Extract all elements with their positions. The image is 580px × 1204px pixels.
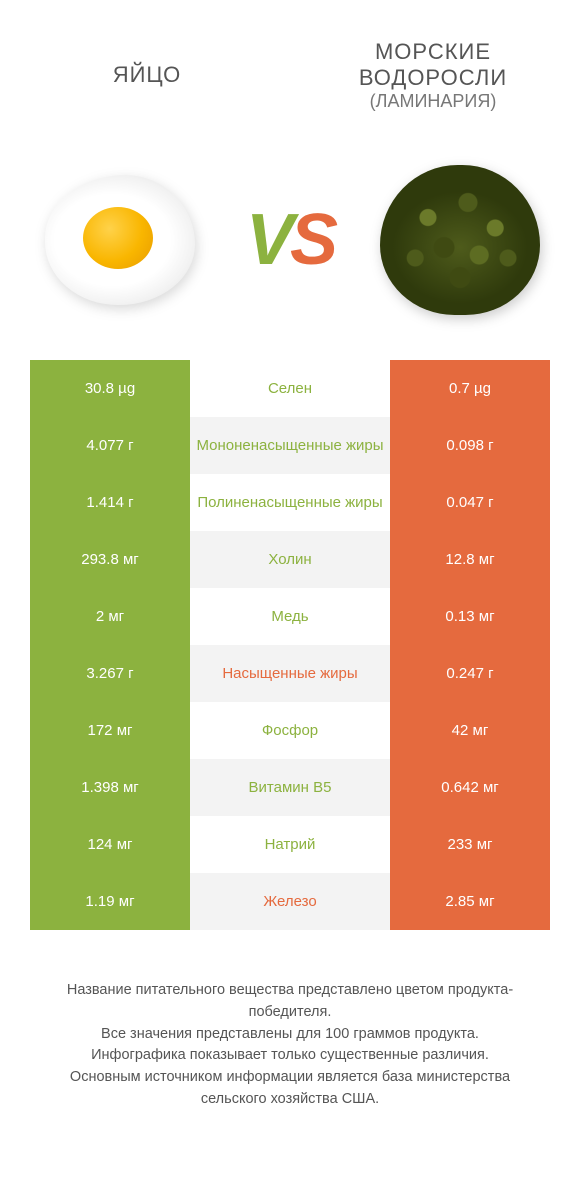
nutrient-label: Насыщенные жиры: [190, 645, 390, 702]
right-value: 0.047 г: [390, 474, 550, 531]
nutrient-label: Медь: [190, 588, 390, 645]
seaweed-icon: [380, 165, 540, 315]
footer-line-3: Инфографика показывает только существенн…: [40, 1045, 540, 1067]
right-value: 0.642 мг: [390, 759, 550, 816]
right-value: 2.85 мг: [390, 873, 550, 930]
right-product-subtitle: (ЛАМИНАРИЯ): [316, 91, 550, 112]
right-product-title: МОРСКИЕ ВОДОРОСЛИ: [316, 39, 550, 91]
nutrient-label: Полиненасыщенные жиры: [190, 474, 390, 531]
right-value: 233 мг: [390, 816, 550, 873]
header-row: ЯЙЦО МОРСКИЕ ВОДОРОСЛИ (ЛАМИНАРИЯ): [30, 20, 550, 130]
images-row: VS: [30, 140, 550, 340]
right-value: 0.13 мг: [390, 588, 550, 645]
left-value: 3.267 г: [30, 645, 190, 702]
table-row: 124 мгНатрий233 мг: [30, 816, 550, 873]
table-row: 293.8 мгХолин12.8 мг: [30, 531, 550, 588]
table-row: 172 мгФосфор42 мг: [30, 702, 550, 759]
left-value: 1.19 мг: [30, 873, 190, 930]
left-value: 124 мг: [30, 816, 190, 873]
left-value: 4.077 г: [30, 417, 190, 474]
left-value: 293.8 мг: [30, 531, 190, 588]
footer-line-2: Все значения представлены для 100 граммо…: [40, 1024, 540, 1046]
nutrient-label: Селен: [190, 360, 390, 417]
infographic-container: ЯЙЦО МОРСКИЕ ВОДОРОСЛИ (ЛАМИНАРИЯ) VS 30…: [0, 0, 580, 1131]
table-row: 1.398 мгВитамин B50.642 мг: [30, 759, 550, 816]
nutrient-label: Натрий: [190, 816, 390, 873]
left-value: 30.8 µg: [30, 360, 190, 417]
table-row: 2 мгМедь0.13 мг: [30, 588, 550, 645]
right-product-image: [370, 150, 550, 330]
right-value: 0.7 µg: [390, 360, 550, 417]
table-row: 1.414 гПолиненасыщенные жиры0.047 г: [30, 474, 550, 531]
table-row: 30.8 µgСелен0.7 µg: [30, 360, 550, 417]
left-value: 172 мг: [30, 702, 190, 759]
right-value: 12.8 мг: [390, 531, 550, 588]
vs-v: V: [246, 200, 290, 280]
vs-label: VS: [246, 199, 334, 281]
vs-s: S: [290, 200, 334, 280]
right-value: 0.247 г: [390, 645, 550, 702]
header-right: МОРСКИЕ ВОДОРОСЛИ (ЛАМИНАРИЯ): [316, 39, 550, 112]
footer-line-1: Название питательного вещества представл…: [40, 980, 540, 1024]
header-left: ЯЙЦО: [30, 62, 264, 88]
left-value: 1.398 мг: [30, 759, 190, 816]
nutrient-label: Фосфор: [190, 702, 390, 759]
left-value: 1.414 г: [30, 474, 190, 531]
comparison-table: 30.8 µgСелен0.7 µg4.077 гМононенасыщенны…: [30, 360, 550, 930]
left-product-title: ЯЙЦО: [30, 62, 264, 88]
footer-notes: Название питательного вещества представл…: [30, 980, 550, 1111]
table-row: 4.077 гМононенасыщенные жиры0.098 г: [30, 417, 550, 474]
table-row: 1.19 мгЖелезо2.85 мг: [30, 873, 550, 930]
right-value: 0.098 г: [390, 417, 550, 474]
left-value: 2 мг: [30, 588, 190, 645]
left-product-image: [30, 150, 210, 330]
table-row: 3.267 гНасыщенные жиры0.247 г: [30, 645, 550, 702]
footer-line-4: Основным источником информации является …: [40, 1067, 540, 1111]
nutrient-label: Холин: [190, 531, 390, 588]
egg-icon: [45, 165, 195, 315]
right-value: 42 мг: [390, 702, 550, 759]
nutrient-label: Мононенасыщенные жиры: [190, 417, 390, 474]
nutrient-label: Железо: [190, 873, 390, 930]
nutrient-label: Витамин B5: [190, 759, 390, 816]
